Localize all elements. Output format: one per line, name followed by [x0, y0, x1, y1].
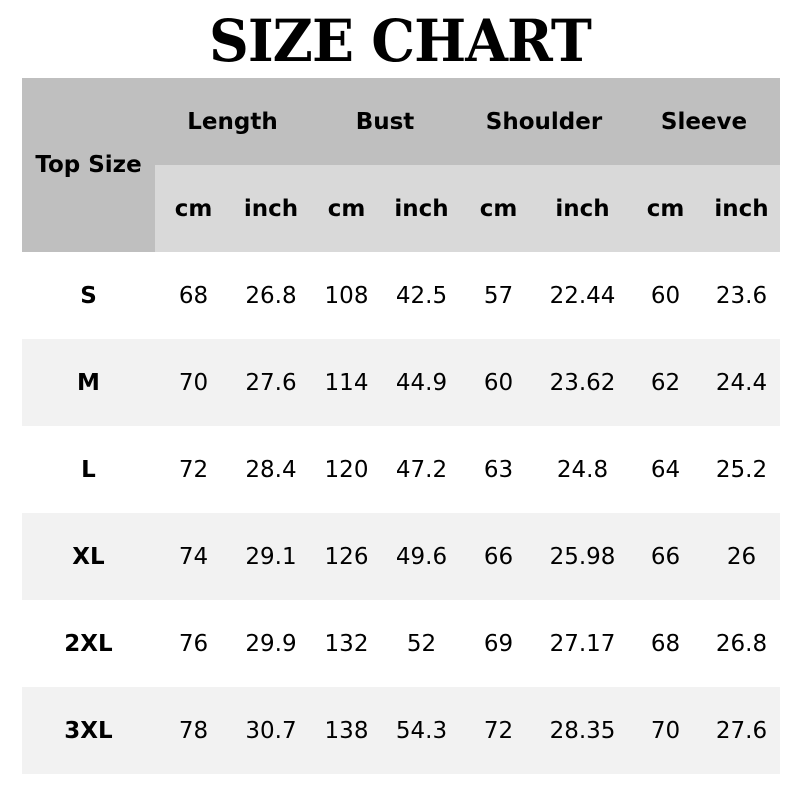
size-column-header: Top Size: [22, 78, 155, 252]
unit-header: inch: [537, 165, 628, 252]
table-cell: 57: [483, 282, 514, 309]
table-cell: 68: [650, 630, 681, 657]
table-cell: 78: [178, 717, 209, 744]
size-label: S: [80, 282, 97, 309]
unit-header: inch: [232, 165, 310, 252]
table-cell: 26: [726, 543, 757, 570]
table-cell: 66: [483, 543, 514, 570]
size-label: 3XL: [64, 717, 113, 744]
table-row: 3XL 78 30.7 138 54.3 72 28.35 70 27.6: [22, 687, 780, 774]
table-cell: 47.2: [395, 456, 448, 483]
table-cell: 27.17: [549, 630, 616, 657]
table-cell: 60: [483, 369, 514, 396]
table-cell: 28.4: [245, 456, 297, 483]
table-cell: 74: [178, 543, 209, 570]
table-cell: 70: [178, 369, 209, 396]
table-cell: 52: [406, 630, 437, 657]
table-cell: 114: [324, 369, 369, 396]
table-cell: 44.9: [395, 369, 448, 396]
table-cell: 27.6: [715, 717, 768, 744]
table-cell: 29.1: [245, 543, 297, 570]
size-label: XL: [72, 543, 105, 570]
table-cell: 63: [483, 456, 514, 483]
table-row: L 72 28.4 120 47.2 63 24.8 64 25.2: [22, 426, 780, 513]
group-header-sleeve: Sleeve: [628, 78, 780, 165]
size-label: 2XL: [64, 630, 113, 657]
table-cell: 42.5: [395, 282, 448, 309]
table-cell: 25.2: [715, 456, 768, 483]
group-header-shoulder: Shoulder: [460, 78, 628, 165]
unit-header: cm: [310, 165, 383, 252]
table-cell: 72: [178, 456, 209, 483]
table-cell: 64: [650, 456, 681, 483]
table-cell: 23.6: [715, 282, 768, 309]
table-cell: 126: [324, 543, 369, 570]
table-cell: 27.6: [245, 369, 297, 396]
table-cell: 24.4: [715, 369, 768, 396]
table-cell: 29.9: [245, 630, 297, 657]
size-chart-table: Top Size Length Bust Shoulder Sleeve cm i…: [22, 78, 780, 774]
unit-header: cm: [155, 165, 232, 252]
table-cell: 120: [324, 456, 369, 483]
table-cell: 132: [324, 630, 369, 657]
table-cell: 49.6: [395, 543, 448, 570]
table-row: M 70 27.6 114 44.9 60 23.62 62 24.4: [22, 339, 780, 426]
table-cell: 23.62: [549, 369, 616, 396]
group-header-bust: Bust: [310, 78, 460, 165]
table-cell: 25.98: [549, 543, 616, 570]
table-cell: 22.44: [549, 282, 616, 309]
table-cell: 76: [178, 630, 209, 657]
table-row: S 68 26.8 108 42.5 57 22.44 60 23.6: [22, 252, 780, 339]
table-cell: 30.7: [245, 717, 297, 744]
table-cell: 54.3: [395, 717, 448, 744]
group-header-length: Length: [155, 78, 310, 165]
table-cell: 26.8: [715, 630, 768, 657]
unit-header: inch: [703, 165, 780, 252]
table-cell: 138: [324, 717, 369, 744]
table-cell: 62: [650, 369, 681, 396]
table-cell: 28.35: [549, 717, 616, 744]
unit-header: cm: [628, 165, 703, 252]
unit-header: inch: [383, 165, 460, 252]
unit-header: cm: [460, 165, 537, 252]
size-label: M: [77, 369, 100, 396]
table-row: 2XL 76 29.9 132 52 69 27.17 68 26.8: [22, 600, 780, 687]
table-cell: 108: [324, 282, 369, 309]
table-cell: 68: [178, 282, 209, 309]
table-cell: 60: [650, 282, 681, 309]
table-cell: 26.8: [245, 282, 297, 309]
size-label: L: [81, 456, 96, 483]
table-cell: 69: [483, 630, 514, 657]
table-cell: 72: [483, 717, 514, 744]
table-row: XL 74 29.1 126 49.6 66 25.98 66 26: [22, 513, 780, 600]
page-title: SIZE CHART: [209, 7, 592, 75]
table-cell: 24.8: [556, 456, 609, 483]
table-cell: 66: [650, 543, 681, 570]
table-cell: 70: [650, 717, 681, 744]
